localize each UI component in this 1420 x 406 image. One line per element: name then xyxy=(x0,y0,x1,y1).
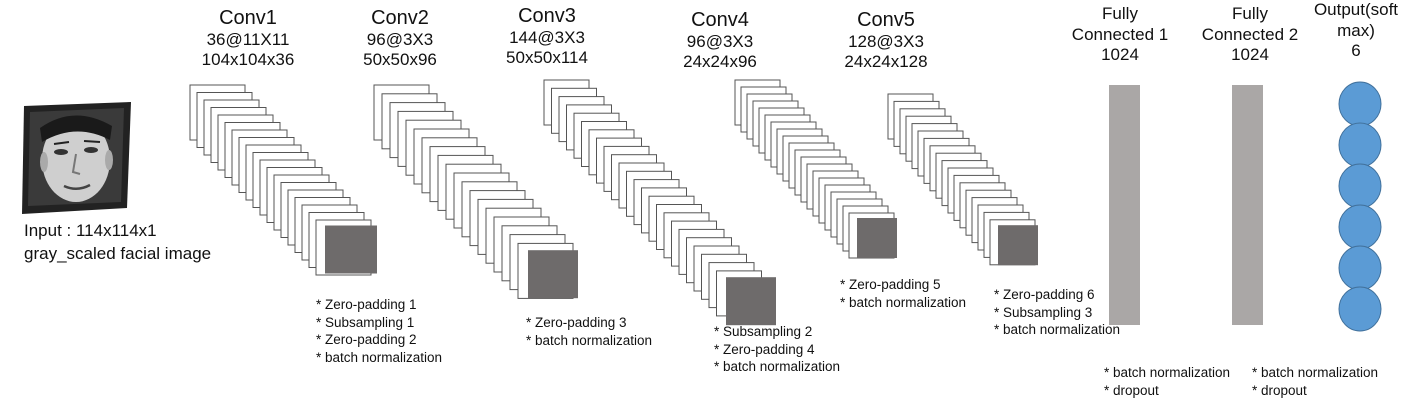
conv2-output-map xyxy=(528,250,578,299)
conv3-note: * Subsampling 2 xyxy=(714,324,813,339)
conv4-size: 24x24x96 xyxy=(683,52,757,72)
output-units: 6 xyxy=(1351,41,1361,61)
conv5-note: * Subsampling 3 xyxy=(994,304,1093,320)
conv3-filters: 144@3X3 xyxy=(509,28,585,47)
fc1-units: 1024 xyxy=(1101,45,1139,65)
conv2-header: Conv2 96@3X3 50x50x96 xyxy=(320,6,480,71)
conv5-output-map xyxy=(998,225,1038,266)
conv3-note: * batch normalization xyxy=(714,359,841,375)
conv4-notes: * Zero-padding 5 * batch normalization xyxy=(840,276,966,311)
fc2-bar xyxy=(1232,85,1263,325)
conv1-name: Conv1 xyxy=(219,7,277,29)
fc2-notes: * batch normalization * dropout xyxy=(1252,364,1378,399)
conv1-note: * batch normalization xyxy=(316,349,443,365)
conv1-notes: * Zero-padding 1 * Subsampling 1 * Zero-… xyxy=(316,296,442,366)
fc1-notes: * batch normalization * dropout xyxy=(1104,364,1230,399)
conv2-size: 50x50x96 xyxy=(363,50,437,70)
conv3-notes: * Subsampling 2 * Zero-padding 4 * batch… xyxy=(714,323,840,376)
conv1-note: * Zero-padding 2 xyxy=(316,332,417,348)
input-caption-line2: gray_scaled facial image xyxy=(24,243,212,263)
conv2-notes: * Zero-padding 3 * batch normalization xyxy=(526,314,652,349)
conv3-note: * Zero-padding 4 xyxy=(714,341,815,357)
conv4-note: * Zero-padding 5 xyxy=(840,277,941,292)
conv3-output-map xyxy=(726,277,776,326)
input-caption-line1: Input : 114x114x1 xyxy=(24,221,157,240)
conv1-note: * Zero-padding 1 xyxy=(316,297,417,312)
fc2-note: * dropout xyxy=(1252,382,1307,398)
conv1-note: * Subsampling 1 xyxy=(316,314,415,330)
conv4-note: * batch normalization xyxy=(840,294,967,310)
fc2-name-line1: Fully xyxy=(1232,4,1268,23)
conv2-name: Conv2 xyxy=(371,7,429,29)
output-header: Output(soft max) 6 xyxy=(1296,0,1416,62)
conv5-name: Conv5 xyxy=(857,9,915,31)
fc2-note: * batch normalization xyxy=(1252,365,1379,380)
conv3-header: Conv3 144@3X3 50x50x114 xyxy=(467,4,627,69)
fc1-bar xyxy=(1109,85,1140,325)
conv5-filters: 128@3X3 xyxy=(848,32,924,51)
fc2-header: Fully Connected 2 1024 xyxy=(1180,4,1320,66)
conv5-notes: * Zero-padding 6 * Subsampling 3 * batch… xyxy=(994,286,1120,339)
conv1-header: Conv1 36@11X11 104x104x36 xyxy=(168,6,328,71)
conv4-filters: 96@3X3 xyxy=(686,32,754,51)
conv4-output-map xyxy=(857,218,897,258)
conv5-header: Conv5 128@3X3 24x24x128 xyxy=(806,8,966,73)
input-caption: Input : 114x114x1 gray_scaled facial ima… xyxy=(24,220,211,266)
output-name-line2: max) xyxy=(1337,20,1375,40)
conv3-size: 50x50x114 xyxy=(506,48,588,68)
fc1-note: * batch normalization xyxy=(1104,365,1231,380)
conv2-note: * Zero-padding 3 xyxy=(526,315,627,330)
conv1-output-map xyxy=(325,225,377,274)
conv4-header: Conv4 96@3X3 24x24x96 xyxy=(640,8,800,73)
fc1-note: * dropout xyxy=(1104,382,1159,398)
conv2-note: * batch normalization xyxy=(526,332,653,348)
fc2-name-line2: Connected 2 xyxy=(1201,24,1299,44)
conv1-size: 104x104x36 xyxy=(201,50,295,70)
conv5-note: * batch normalization xyxy=(994,322,1121,338)
conv2-filters: 96@3X3 xyxy=(366,30,434,49)
conv5-size: 24x24x128 xyxy=(844,52,928,72)
conv3-name: Conv3 xyxy=(518,5,576,27)
fc1-name-line2: Connected 1 xyxy=(1071,24,1169,44)
conv1-filters: 36@11X11 xyxy=(206,30,290,49)
output-name-line1: Output(soft xyxy=(1313,0,1399,19)
fc1-header: Fully Connected 1 1024 xyxy=(1050,4,1190,66)
conv4-name: Conv4 xyxy=(691,9,749,31)
input-face-image xyxy=(22,102,131,214)
fc1-name-line1: Fully xyxy=(1102,4,1138,23)
fc2-units: 1024 xyxy=(1231,45,1269,65)
conv5-note: * Zero-padding 6 xyxy=(994,287,1095,302)
